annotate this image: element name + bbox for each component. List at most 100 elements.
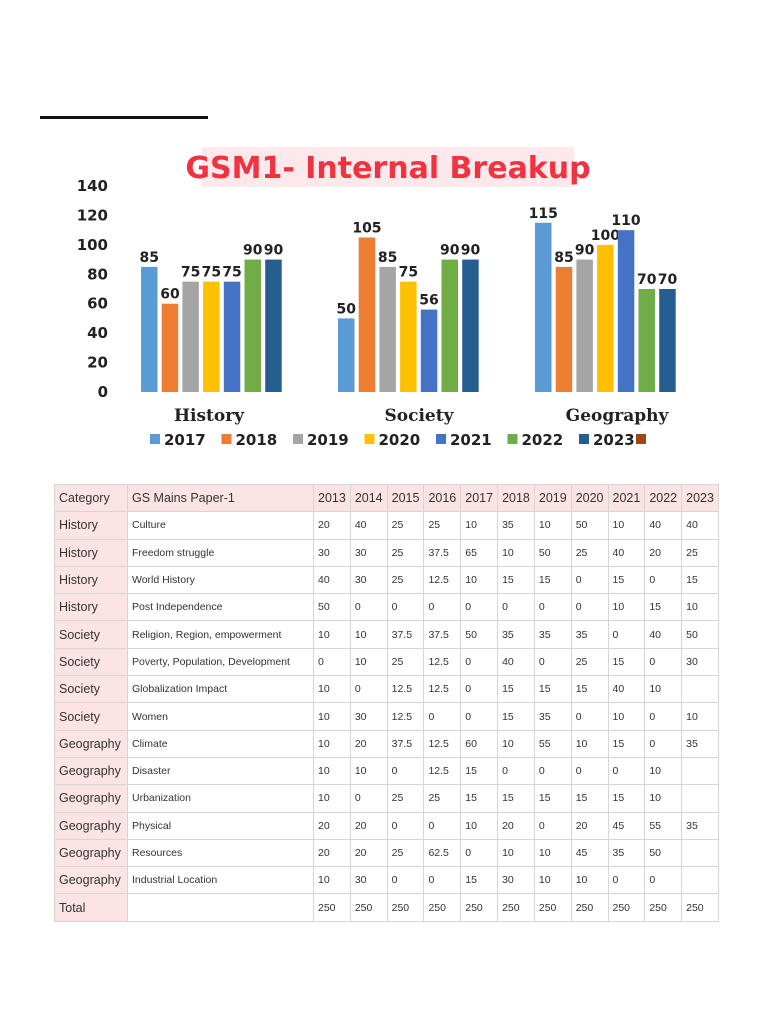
cell-2015: 0 [386,756,425,786]
total-cell-2017: 250 [460,893,499,922]
legend-label-2019: 2019 [307,431,349,449]
y-tick-label-20: 20 [87,354,108,372]
bar-society-2023 [462,259,479,392]
total-cell-2016: 250 [423,893,462,922]
y-tick-label-40: 40 [87,324,108,342]
y-tick-label-60: 60 [87,295,108,313]
row-topic: Urbanization [127,784,314,813]
legend-label-2023: 2023 [593,431,635,449]
category-label-geography: Geography [566,406,670,426]
y-axis: 0 20 40 60 80 100 120 140 [77,177,108,401]
cell-2015: 25 [386,538,425,567]
legend-swatch-2021 [436,434,446,444]
cell-2021: 40 [607,538,646,567]
table-row: Society Religion, Region, empowerment 10 10… [54,620,719,649]
cell-2023: 15 [681,565,719,595]
bar-chart: GSM1- Internal Breakup 0 20 40 60 80 100 120 14… [76,144,690,454]
category-label-society: Society [385,406,455,426]
cell-2020: 10 [570,866,609,895]
cell-2020: 0 [570,756,609,786]
category-label-history: History [174,406,245,426]
cell-2015: 37.5 [386,620,425,649]
row-category: Geography [54,811,128,840]
row-category: Society [54,702,128,731]
cell-2016: 0 [423,866,462,895]
cell-2014: 0 [349,593,388,622]
cell-2023 [681,866,719,895]
table-row: Geography Resources 20 20 25 62.5 0 10 10 45 35 50 [54,838,719,868]
cell-2013: 10 [313,675,351,704]
cell-2017: 0 [460,593,499,622]
cell-2013: 50 [313,593,351,622]
bar-geography-2021 [617,230,635,392]
cell-2014: 10 [349,647,388,677]
cell-2016: 0 [423,593,462,622]
cell-2018: 20 [497,811,535,840]
cell-2014: 0 [349,675,388,704]
table-row: Geography Physical 20 20 0 0 10 20 0 20 45 55 35 [54,811,719,840]
cell-2021: 40 [607,675,646,704]
chart-title-background [202,147,574,187]
cell-2019: 10 [533,511,572,540]
cell-2013: 20 [313,811,351,840]
bar-geography-2017 [535,222,552,392]
cell-2021: 15 [607,647,646,677]
cell-2020: 15 [570,784,609,813]
bar-society-2017 [338,318,355,392]
row-topic: Religion, Region, empowerment [127,620,314,649]
category-labels: History Society Geography [174,406,670,426]
data-label-history-2017: 85 [140,250,159,266]
cell-2022: 0 [644,647,683,677]
cell-2018: 30 [497,866,535,895]
cell-2022: 15 [644,593,683,622]
cell-2013: 10 [313,620,351,649]
cell-2023: 30 [681,647,719,677]
total-cell-2013: 250 [313,893,351,922]
bar-society-2022 [441,259,458,392]
bar-geography-2023 [659,289,676,392]
bar-geography-2018 [555,266,573,392]
data-label-history-2018: 60 [160,287,180,303]
row-topic: Poverty, Population, Development [127,647,314,677]
total-cell-2021: 250 [607,893,646,922]
cell-2019: 10 [533,866,572,895]
cell-2023 [681,675,719,704]
data-label-geography-2023: 70 [658,272,678,288]
cell-2019: 35 [533,702,572,731]
total-cell-2014: 250 [349,893,388,922]
data-label-geography-2018: 85 [554,250,573,266]
table-header-2019: 2019 [533,483,572,513]
row-topic: Climate [127,729,314,758]
row-category: Society [54,647,128,677]
legend-swatch-2017 [150,434,160,444]
cell-2023: 35 [681,811,719,840]
table-row: Geography Urbanization 10 0 25 25 15 15 15 15 15 10 [54,784,719,813]
cell-2020: 0 [570,593,609,622]
data-label-history-2019: 75 [181,265,200,281]
cell-2021: 0 [607,620,646,649]
data-label-history-2022: 90 [243,243,263,259]
cell-2022: 0 [644,702,683,731]
row-topic: Physical [127,811,314,840]
cell-2021: 15 [607,729,646,758]
cell-2022: 10 [644,784,683,813]
table-header-2020: 2020 [570,483,609,513]
data-label-society-2018: 105 [352,221,381,237]
cell-2022: 0 [644,866,683,895]
cell-2013: 30 [313,538,351,567]
table-row: Society Women 10 30 12.5 0 0 15 35 0 10 0 10 [54,702,719,731]
table-row: History Freedom struggle 30 30 25 37.5 65 10 50 2… [54,538,719,567]
cell-2017: 50 [460,620,499,649]
legend: 2017 2018 2019 2020 2021 2022 2023 [150,431,646,449]
row-category: Society [54,675,128,704]
cell-2019: 50 [533,538,572,567]
cell-2015: 25 [386,511,425,540]
cell-2018: 35 [497,620,535,649]
y-tick-label-120: 120 [77,206,108,224]
cell-2019: 35 [533,620,572,649]
cell-2023: 40 [681,511,719,540]
cell-2020: 35 [570,620,609,649]
cell-2018: 10 [497,729,535,758]
cell-2019: 0 [533,593,572,622]
